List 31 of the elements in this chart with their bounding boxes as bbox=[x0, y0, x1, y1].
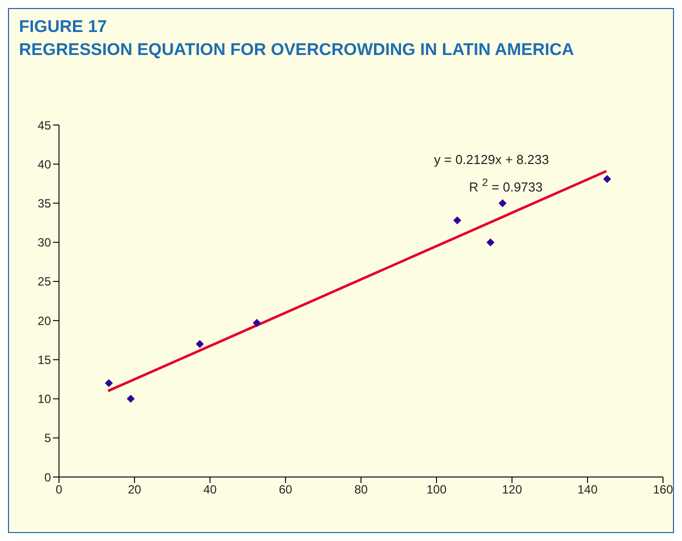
point bbox=[104, 379, 113, 388]
x-tick-label: 140 bbox=[577, 482, 598, 497]
y-tick-label: 25 bbox=[38, 274, 52, 289]
chart-subtitle: REGRESSION EQUATION FOR OVERCROWDING IN LATIN AMERICA bbox=[19, 39, 574, 61]
x-tick-label: 40 bbox=[203, 482, 217, 497]
point bbox=[252, 318, 261, 327]
y-tick-label: 35 bbox=[38, 196, 52, 210]
x-tick-label: 160 bbox=[652, 482, 674, 497]
y-tick-label: 0 bbox=[44, 470, 52, 484]
point bbox=[498, 199, 507, 208]
y-tick-label: 20 bbox=[38, 314, 52, 328]
x-tick-label: 100 bbox=[426, 482, 447, 497]
point bbox=[126, 394, 135, 403]
x-tick-label: 0 bbox=[56, 482, 63, 497]
x-tick-label: 60 bbox=[278, 482, 292, 497]
annotation: R $^{2}$ = 0.9733 bbox=[469, 177, 543, 194]
y-tick-label: 40 bbox=[38, 157, 52, 172]
y-tick-label: 45 bbox=[38, 118, 52, 132]
x-tick-label: 20 bbox=[128, 482, 142, 497]
x-tick-label: 120 bbox=[502, 482, 522, 497]
point bbox=[196, 340, 204, 348]
point bbox=[486, 238, 494, 246]
y-tick-label: 5 bbox=[44, 431, 52, 446]
point bbox=[453, 216, 462, 224]
y-tick-label: 15 bbox=[38, 352, 52, 367]
y-tick-label: 10 bbox=[38, 392, 52, 406]
point bbox=[603, 174, 612, 183]
x-tick-label: 80 bbox=[354, 482, 368, 497]
annotation: y = 0.2129x + 8.233 bbox=[434, 152, 549, 167]
y-tick-label: 30 bbox=[38, 236, 52, 250]
chart-title: FIGURE 17 bbox=[19, 16, 108, 38]
